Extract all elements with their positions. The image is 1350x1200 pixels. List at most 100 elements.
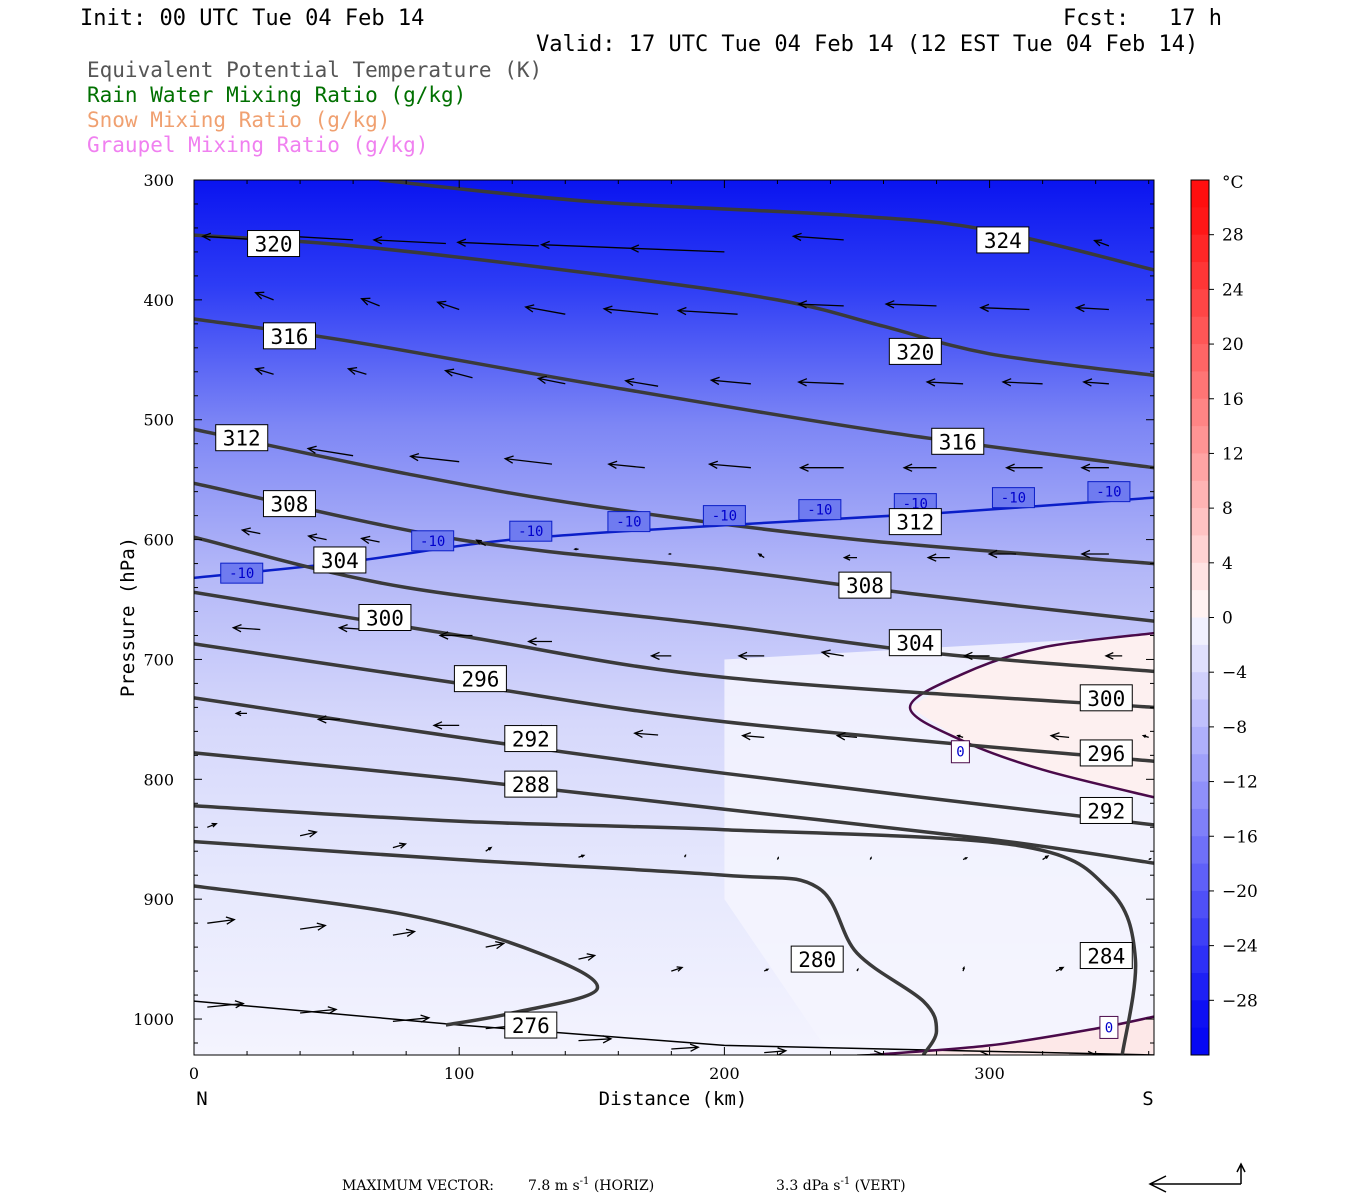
svg-text:288: 288 <box>512 773 550 797</box>
colorbar-segment <box>1191 781 1209 810</box>
theta-e-label: 296 <box>453 665 507 693</box>
colorbar-segment <box>1191 590 1209 618</box>
theta-e-label: 304 <box>888 629 942 657</box>
wind-vector <box>360 297 380 307</box>
colorbar-segment <box>1191 836 1209 865</box>
wind-vector <box>776 856 779 860</box>
wind-vector <box>671 1043 700 1052</box>
x-axis-label: Distance (km) <box>599 1088 748 1110</box>
colorbar-segment <box>1191 918 1209 947</box>
wind-vector <box>1055 966 1065 972</box>
wind-vector <box>1042 855 1050 861</box>
theta-e-contour <box>379 180 1154 272</box>
wind-vector <box>300 922 327 931</box>
theta-e-label: 276 <box>504 1011 558 1039</box>
colorbar-segment <box>1191 808 1209 837</box>
wind-vector <box>578 953 597 961</box>
theta-e-contour <box>194 481 1154 623</box>
wind-vector <box>1093 239 1110 247</box>
wind-vector <box>607 460 645 469</box>
theta-e-label: 292 <box>1079 796 1133 824</box>
wind-vector <box>536 375 566 385</box>
wind-vector <box>254 291 274 301</box>
freezing-contour <box>870 1015 1154 1055</box>
wind-vector <box>602 305 659 315</box>
theta-e-label: 316 <box>931 427 985 455</box>
theta-e-label: 296 <box>1079 739 1133 767</box>
theta-e-contour <box>194 803 1138 1055</box>
wind-vector <box>1104 652 1123 660</box>
wind-vector <box>798 463 844 472</box>
svg-text:320: 320 <box>896 340 934 364</box>
colorbar-segment <box>1191 398 1209 427</box>
reference-vector-icon <box>1148 1162 1246 1193</box>
field-legend-item: Snow Mixing Ratio (g/kg) <box>87 108 390 132</box>
theta-e-label: 288 <box>504 770 558 798</box>
colorbar-segment <box>1191 535 1209 564</box>
colorbar-tick-label: −16 <box>1222 827 1258 847</box>
y-tick-label: 400 <box>143 291 174 310</box>
svg-text:300: 300 <box>366 607 404 631</box>
isotherm-label: -10 <box>702 505 746 527</box>
colorbar-segment <box>1191 672 1209 701</box>
colorbar-segment <box>1191 754 1209 783</box>
x-tick-label: 300 <box>974 1064 1005 1083</box>
theta-e-contour <box>194 751 1154 865</box>
colorbar-segment <box>1191 262 1209 290</box>
wind-vector <box>757 553 765 559</box>
y-tick-label: 500 <box>143 411 174 430</box>
wind-vector <box>1141 734 1149 739</box>
max-vector-footer: MAXIMUM VECTOR: 7.8 m s-1 (HORIZ) 3.3 dP… <box>342 1162 1246 1194</box>
x-tick-label: 100 <box>444 1064 475 1083</box>
freezing-label: 0 <box>950 740 970 764</box>
svg-text:308: 308 <box>271 493 309 517</box>
svg-text:304: 304 <box>321 549 359 573</box>
wind-vector <box>524 304 566 315</box>
y-axis-ticks: 300 400 500 600 700 800 900 1000 <box>133 171 1154 1044</box>
theta-e-contour <box>194 317 1154 470</box>
wind-vector <box>438 631 473 640</box>
colorbar-segment <box>1191 426 1209 454</box>
colorbar-segment <box>1191 863 1209 892</box>
colorbar-segment <box>1191 1000 1209 1029</box>
wind-vector <box>979 303 1030 313</box>
svg-text:-10: -10 <box>420 534 445 550</box>
wind-vector <box>902 463 937 472</box>
y-tick-label: 300 <box>143 171 174 190</box>
freezing-contour <box>908 631 1154 799</box>
x-axis-ticks: 0 100 200 300 <box>189 180 1150 1083</box>
freezing-label: 0 <box>1099 1015 1119 1039</box>
wind-vector <box>207 916 236 925</box>
theta-e-label: 308 <box>262 490 316 518</box>
colorbar-tick-label: 20 <box>1222 335 1244 355</box>
wind-vector <box>962 966 965 972</box>
wind-vector <box>1074 303 1109 313</box>
wind-vector <box>649 651 672 661</box>
theta-e-label: 304 <box>313 546 367 574</box>
colorbar-tick-label: 24 <box>1222 280 1244 300</box>
wind-vector <box>485 940 506 950</box>
wind-vector <box>869 856 872 860</box>
field-legend: Equivalent Potential Temperature (K)Rain… <box>87 58 542 157</box>
theta-e-contour <box>194 642 1154 764</box>
wind-vectors <box>201 232 1152 1055</box>
y-tick-label: 600 <box>143 531 174 550</box>
colorbar-segment <box>1191 699 1209 728</box>
wind-vector <box>360 535 380 545</box>
wind-vector <box>254 366 274 375</box>
wind-vector <box>503 455 553 465</box>
above-freezing-fill-surface <box>870 1016 1154 1055</box>
colorbar-segment <box>1191 289 1209 318</box>
wind-vector <box>633 729 659 738</box>
wind-vector <box>1049 732 1070 741</box>
forecast-hour: Fcst: 17 h <box>1063 6 1222 31</box>
svg-text:-10: -10 <box>807 503 832 519</box>
wind-vector <box>1005 463 1043 472</box>
wind-vector <box>207 822 218 828</box>
valid-time: Valid: 17 UTC Tue 04 Feb 14 (12 EST Tue … <box>536 32 1198 57</box>
wind-vector <box>624 377 659 387</box>
theta-e-label: 308 <box>838 571 892 599</box>
wind-vector <box>671 966 684 972</box>
theta-e-label: 316 <box>262 322 316 350</box>
